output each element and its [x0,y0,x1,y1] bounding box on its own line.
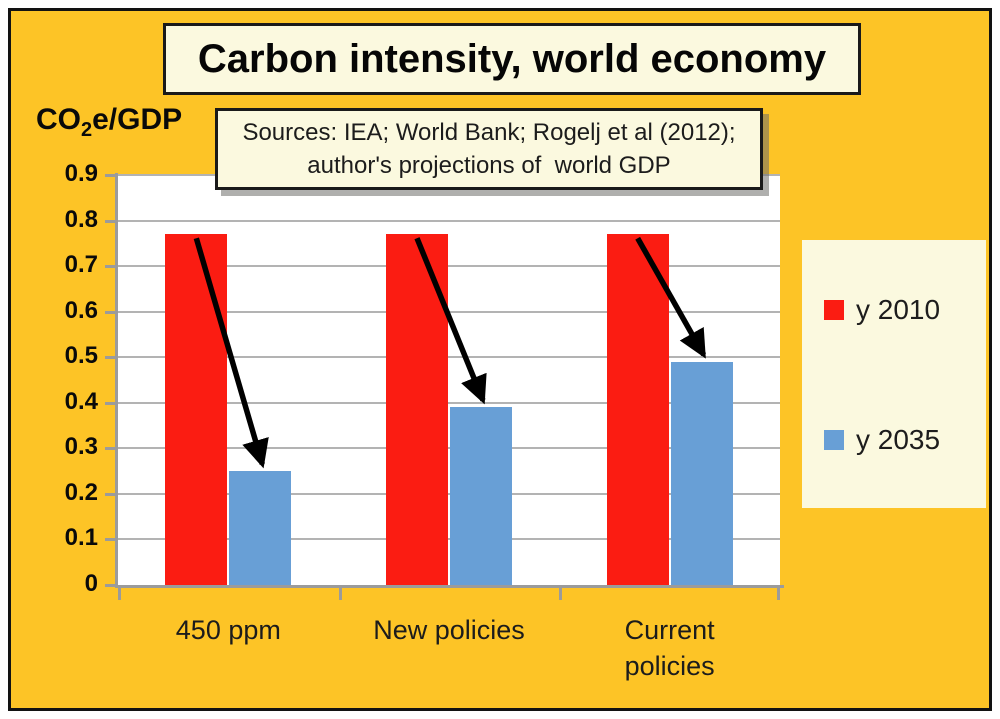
legend-swatch-y2010 [824,300,844,320]
y-axis-tick-label: 0.5 [64,342,98,370]
bar-y2010-cat3 [606,234,669,585]
y-axis-tick-label: 0.3 [64,433,98,461]
x-axis-tick [777,588,780,600]
y-axis-tick-label: 0 [84,570,98,597]
x-axis-line [115,585,784,588]
y-axis-title-suffix: e/GDP [92,103,183,136]
y-axis-line [115,173,118,588]
chart-title: Carbon intensity, world economy [197,36,827,81]
y-axis-tick [105,401,115,405]
y-axis-tick [105,265,115,269]
decline-arrow-cat1 [193,237,269,469]
sources-note-box: Sources: IEA; World Bank; Rogelj et al (… [215,108,763,190]
legend-item-y2035: y 2035 [824,424,940,456]
gridline [118,356,780,359]
x-axis-category-label: 450 ppm [175,615,281,645]
sources-note-line2: author's projections of world GDP [307,152,671,179]
y-axis-tick [105,356,115,360]
chart-title-box: Carbon intensity, world economy [163,23,861,95]
sources-note-line1: Sources: IEA; World Bank; Rogelj et al (… [242,119,736,146]
y-axis-tick [105,310,115,314]
bar-y2035-cat3 [670,361,733,585]
y-axis-tick [105,174,115,177]
legend-label-y2035: y 2035 [856,424,941,455]
bar-y2035-cat1 [229,471,292,585]
x-axis-category-label: New policies [373,615,525,645]
gridline [118,219,780,222]
y-axis-tick-label: 0.9 [64,160,98,187]
legend-swatch-y2035 [824,430,844,450]
bar-y2035-cat2 [450,407,512,585]
y-axis-tick-label: 0.2 [64,478,98,506]
y-axis-tick [105,219,115,223]
x-axis-tick [118,588,121,600]
y-axis-title: CO2e/GDP [36,103,182,142]
y-axis-tick-label: 0.8 [64,205,98,233]
gridline [118,538,780,541]
y-axis-tick-label: 0.4 [64,387,98,415]
legend-label-y2010: y 2010 [856,294,941,325]
y-axis-tick [105,492,115,496]
decline-arrows-layer [193,236,707,469]
x-axis-category-label: Current policies [624,615,715,681]
gridline [118,265,780,268]
decline-arrow-cat2 [414,237,487,405]
legend: y 2010 y 2035 [802,240,986,508]
gridline [118,447,780,450]
y-axis-title-subscript: 2 [81,119,93,141]
decline-arrow-cat3 [635,236,707,359]
legend-item-y2010: y 2010 [824,294,940,326]
y-axis-tick [105,584,115,587]
y-axis-tick [105,538,115,542]
y-axis-tick-label: 0.7 [64,251,98,279]
x-axis-tick [559,588,563,600]
gridline [118,401,780,404]
y-axis-tick-label: 0.6 [64,296,98,324]
y-axis-tick-label: 0.1 [64,524,98,552]
bar-y2010-cat1 [165,234,228,585]
y-axis-tick [105,447,115,451]
y-axis-title-prefix: CO [36,103,81,136]
gridline [118,492,780,495]
x-axis-tick [338,588,342,600]
plot-area [118,174,780,585]
